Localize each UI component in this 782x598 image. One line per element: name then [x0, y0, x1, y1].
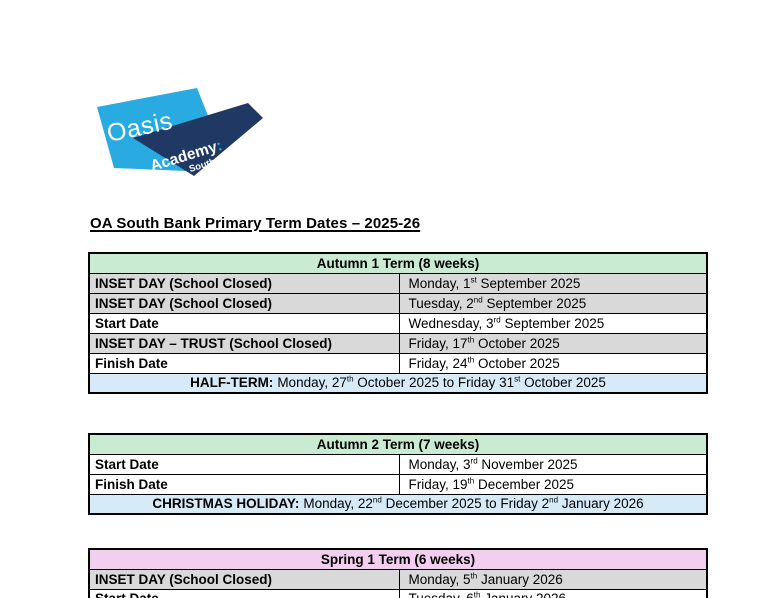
- term-row: INSET DAY (School Closed) Monday, 1st Se…: [88, 272, 708, 294]
- holiday-note-row: HALF-TERM: Monday, 27th October 2025 to F…: [88, 372, 708, 394]
- table-header: Autumn 2 Term (7 weeks): [88, 433, 708, 455]
- term-row: Start Date Tuesday, 6th January 2026: [88, 588, 708, 598]
- term-row: Start Date Wednesday, 3rd September 2025: [88, 312, 708, 334]
- term-row: Start Date Monday, 3rd November 2025: [88, 453, 708, 475]
- row-label: Start Date: [88, 312, 400, 334]
- row-date: Friday, 17th October 2025: [398, 332, 708, 354]
- table-header-row: Autumn 2 Term (7 weeks): [88, 433, 708, 455]
- term-row: INSET DAY (School Closed) Monday, 5th Ja…: [88, 568, 708, 590]
- note-text: Monday, 27th October 2025 to Friday 31st…: [277, 374, 606, 391]
- note-text: Monday, 22nd December 2025 to Friday 2nd…: [303, 495, 644, 512]
- logo-colon: :: [214, 137, 224, 155]
- row-date: Tuesday, 6th January 2026: [398, 588, 708, 598]
- table-header-row: Autumn 1 Term (8 weeks): [88, 252, 708, 274]
- row-date: Wednesday, 3rd September 2025: [398, 312, 708, 334]
- table-header: Spring 1 Term (6 weeks): [88, 548, 708, 570]
- row-date: Monday, 1st September 2025: [398, 272, 708, 294]
- row-label: Finish Date: [88, 352, 400, 374]
- row-label: INSET DAY (School Closed): [88, 568, 400, 590]
- row-label: INSET DAY – TRUST (School Closed): [88, 332, 400, 354]
- term-row: INSET DAY (School Closed) Tuesday, 2nd S…: [88, 292, 708, 314]
- table-header-row: Spring 1 Term (6 weeks): [88, 548, 708, 570]
- row-date: Tuesday, 2nd September 2025: [398, 292, 708, 314]
- row-date: Monday, 5th January 2026: [398, 568, 708, 590]
- term-table-autumn-1: Autumn 1 Term (8 weeks) INSET DAY (Schoo…: [88, 252, 709, 394]
- row-date: Friday, 19th December 2025: [398, 473, 708, 495]
- row-date: Friday, 24th October 2025: [398, 352, 708, 374]
- note-label: CHRISTMAS HOLIDAY:: [152, 496, 300, 512]
- page-title: OA South Bank Primary Term Dates – 2025-…: [90, 215, 421, 232]
- table-header: Autumn 1 Term (8 weeks): [88, 252, 708, 274]
- row-label: Finish Date: [88, 473, 400, 495]
- row-label: Start Date: [88, 453, 400, 475]
- school-logo: Oasis Academy: South Bank Primary: [97, 88, 263, 181]
- term-row: Finish Date Friday, 19th December 2025: [88, 473, 708, 495]
- row-label: INSET DAY (School Closed): [88, 292, 400, 314]
- term-table-autumn-2: Autumn 2 Term (7 weeks) Start Date Monda…: [88, 433, 709, 515]
- term-row: INSET DAY – TRUST (School Closed) Friday…: [88, 332, 708, 354]
- row-label: INSET DAY (School Closed): [88, 272, 400, 294]
- term-table-spring-1: Spring 1 Term (6 weeks) INSET DAY (Schoo…: [88, 548, 708, 598]
- note-label: HALF-TERM:: [190, 375, 274, 391]
- term-row: Finish Date Friday, 24th October 2025: [88, 352, 708, 374]
- logo-navy-shape: [133, 103, 263, 176]
- row-label: Start Date: [88, 588, 400, 598]
- holiday-note-row: CHRISTMAS HOLIDAY: Monday, 22nd December …: [88, 493, 708, 515]
- row-date: Monday, 3rd November 2025: [398, 453, 708, 475]
